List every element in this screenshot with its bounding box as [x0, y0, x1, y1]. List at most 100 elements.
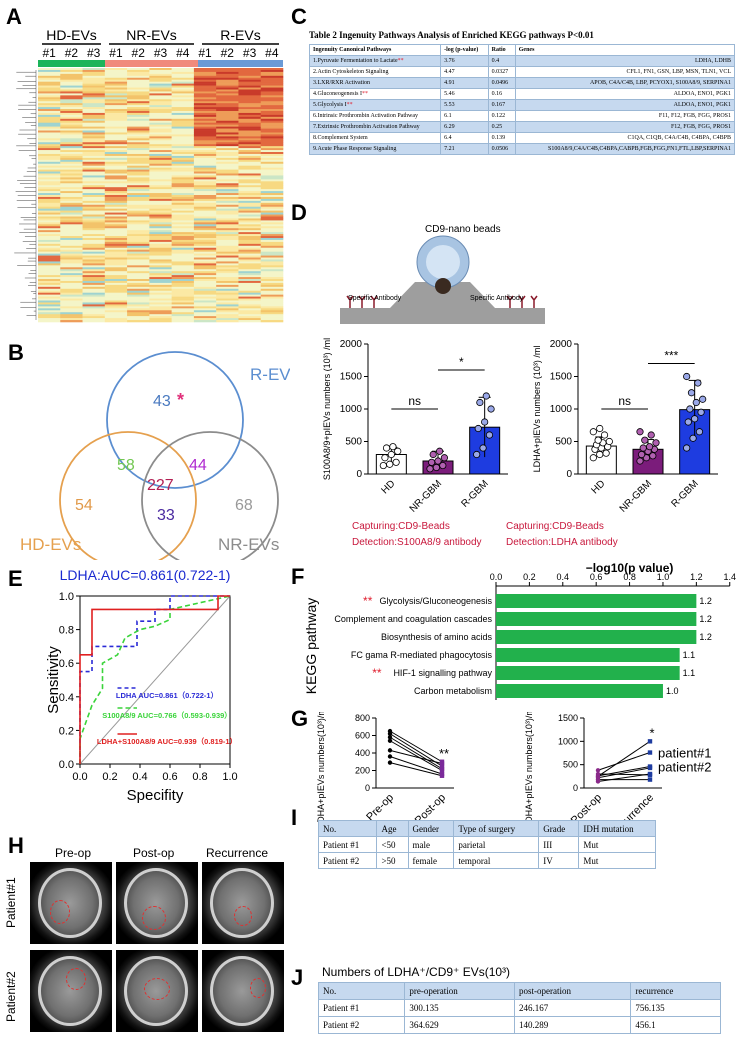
chart-point [694, 379, 702, 387]
heatmap-cell [82, 73, 106, 77]
heatmap-cell [127, 173, 150, 176]
heatmap-cell [216, 294, 239, 297]
heatmap-cell [104, 144, 128, 147]
heatmap-cell [82, 81, 106, 84]
heatmap-cell [216, 87, 239, 90]
heatmap-cell [260, 288, 284, 292]
heatmap-cell [149, 142, 172, 145]
heatmap-cell [216, 85, 239, 88]
heatmap-cell [38, 177, 61, 180]
g-pair-line [389, 736, 443, 770]
heatmap-cell [60, 68, 83, 71]
heatmap-cell [127, 142, 150, 145]
g-y-tick-label: 500 [563, 760, 578, 770]
heatmap-cell [216, 226, 239, 229]
heatmap-cell [238, 122, 262, 125]
heatmap-cell [60, 177, 83, 180]
heatmap-cell [82, 179, 106, 182]
heatmap-cell [171, 91, 195, 94]
heatmap-cell [193, 105, 217, 108]
heatmap-cell [38, 71, 61, 75]
table-c-pathway-name: 3.LXR/RXR Activation [313, 80, 370, 86]
heatmap-cell [60, 169, 83, 172]
heatmap-cell [127, 310, 150, 313]
heatmap-cell [82, 300, 106, 303]
heatmap-cell [171, 228, 195, 231]
heatmap-cell [171, 110, 195, 114]
heatmap-cell [104, 241, 128, 245]
chart-point [684, 418, 692, 426]
g-point-b [647, 772, 653, 778]
heatmap-cell [238, 107, 262, 110]
heatmap-cell [104, 83, 128, 86]
heatmap-cell [38, 267, 61, 270]
heatmap-cell [216, 220, 239, 223]
heatmap-cell [82, 224, 106, 227]
heatmap-cell [60, 167, 83, 170]
heatmap-cell [127, 218, 150, 221]
heatmap-cell [193, 71, 217, 75]
heatmap-cell [149, 83, 172, 86]
heatmap-cell [193, 153, 217, 157]
heatmap-cell [127, 263, 150, 266]
chart-point [429, 450, 437, 459]
heatmap-cell [149, 284, 172, 288]
kegg-x-tick-label: 1.4 [723, 572, 736, 582]
heatmap-cell [171, 284, 195, 288]
table-cell: Patient #1 [317, 999, 406, 1017]
heatmap-cell [171, 271, 195, 274]
heatmap-sample-label: #3 [87, 46, 101, 60]
heatmap-cell [127, 79, 150, 82]
heatmap-cell [104, 110, 128, 114]
heatmap-cell [238, 124, 262, 127]
heatmap-cell [193, 320, 217, 323]
chart-point [432, 463, 441, 472]
heatmap-cell [171, 126, 195, 129]
heatmap-cell [216, 259, 239, 262]
mri-col-recurrence: Recurrence [206, 846, 269, 860]
heatmap-cell [104, 122, 128, 125]
heatmap-cell [38, 314, 61, 317]
heatmap-cell [193, 85, 217, 88]
chart-point [482, 392, 490, 400]
heatmap-cell [60, 103, 83, 106]
heatmap-cell [127, 214, 150, 217]
heatmap-cell [82, 75, 106, 79]
heatmap-cell [238, 286, 262, 290]
heatmap-cell [82, 198, 106, 202]
heatmap-cell [38, 316, 61, 319]
heatmap-cell [104, 189, 128, 192]
heatmap-cell [149, 245, 172, 249]
heatmap-cell [60, 81, 83, 84]
heatmap-cell [171, 112, 195, 116]
heatmap-cell [82, 116, 106, 120]
heatmap-cell [171, 218, 195, 221]
chart-point [605, 437, 613, 446]
heatmap-cell [171, 138, 195, 141]
heatmap-cell [38, 279, 61, 282]
g-y-tick-label: 1500 [558, 713, 578, 723]
heatmap-cell [193, 126, 217, 129]
table-c-row: 2.Actin Cytoskeleton Signaling 4.47 0.0327… [308, 66, 736, 78]
heatmap-cell [260, 247, 284, 251]
heatmap-cell [38, 132, 61, 135]
heatmap-cell [149, 161, 172, 165]
heatmap-cell [127, 144, 150, 147]
table-c-ratio: 0.0506 [487, 143, 516, 155]
heatmap-cell [82, 69, 106, 73]
heatmap-cell [82, 126, 106, 129]
heatmap-cell [82, 236, 106, 239]
heatmap-cell [171, 68, 195, 71]
heatmap-cell [104, 136, 128, 139]
heatmap-cell [193, 169, 217, 172]
heatmap-cell [82, 85, 106, 88]
heatmap-cell [216, 280, 239, 284]
table-cell: parietal [453, 836, 540, 853]
heatmap-cell [171, 234, 195, 237]
heatmap-cell [104, 191, 128, 194]
venn-circle-r [106, 351, 244, 489]
venn-count-r-nr: 44 [189, 457, 207, 474]
heatmap-cell [216, 142, 239, 145]
heatmap-cell [38, 204, 61, 208]
heatmap-cell [216, 196, 239, 200]
